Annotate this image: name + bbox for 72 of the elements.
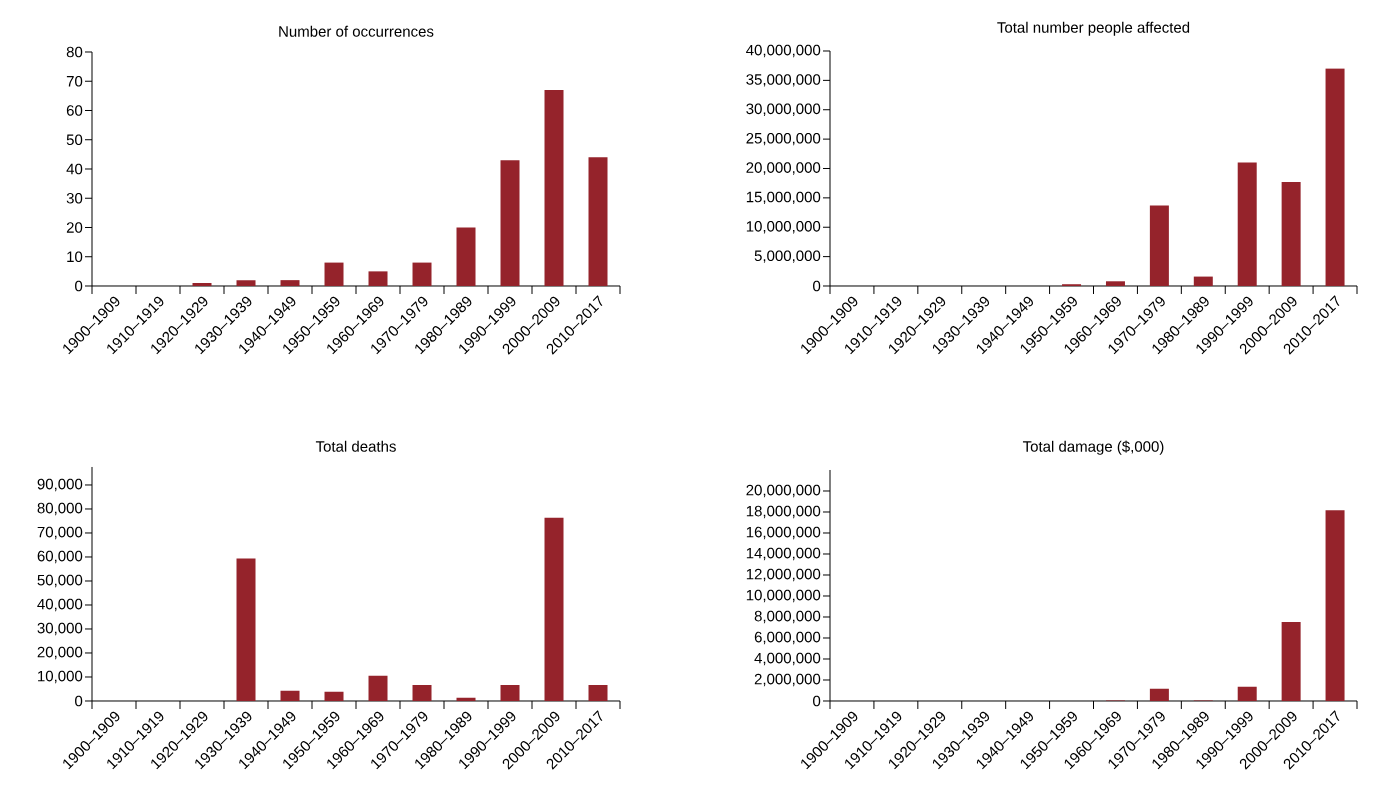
y-tick-label: 20,000,000 xyxy=(746,484,821,498)
bar xyxy=(192,283,212,286)
bar xyxy=(456,697,476,701)
bar xyxy=(368,271,388,286)
y-tick-label: 40,000,000 xyxy=(746,44,821,58)
y-tick-label: 40,000 xyxy=(37,598,83,612)
y-tick-label: 30,000,000 xyxy=(746,103,821,116)
bar xyxy=(1149,205,1169,286)
y-tick-label: 80 xyxy=(66,46,83,58)
bar xyxy=(1325,510,1345,701)
y-tick-label: 0 xyxy=(75,280,83,292)
bar xyxy=(1193,276,1213,286)
y-tick-label: 35,000,000 xyxy=(746,74,821,87)
bar xyxy=(456,227,476,286)
y-tick-label: 20,000,000 xyxy=(746,162,821,175)
bar xyxy=(324,262,344,286)
y-tick-label: 10,000,000 xyxy=(746,589,821,603)
y-tick-label: 20 xyxy=(66,222,83,233)
y-tick-label: 0 xyxy=(813,280,821,292)
bar xyxy=(412,684,432,701)
y-tick-label: 70 xyxy=(66,75,83,87)
bar xyxy=(280,690,300,701)
bar xyxy=(500,160,520,286)
bar xyxy=(412,262,432,286)
bar xyxy=(236,558,256,701)
bar xyxy=(1281,182,1301,286)
chart-title: Number of occurrences xyxy=(279,25,434,37)
bar xyxy=(236,280,256,286)
bar xyxy=(1149,688,1169,701)
y-tick-label: 30,000 xyxy=(37,622,83,636)
y-tick-label: 25,000,000 xyxy=(746,132,821,146)
y-tick-label: 60,000 xyxy=(37,550,83,564)
y-tick-label: 10 xyxy=(67,251,83,263)
y-tick-label: 6,000,000 xyxy=(754,631,821,645)
y-tick-label: 80,000 xyxy=(37,502,83,516)
y-tick-label: 10,000 xyxy=(38,670,83,684)
y-tick-label: 60 xyxy=(66,105,83,116)
bar xyxy=(324,691,344,701)
bar xyxy=(1325,68,1345,286)
y-tick-label: 50 xyxy=(66,134,83,146)
chart-title: Total number people affected xyxy=(997,21,1190,36)
bar xyxy=(588,684,608,701)
chart-title: Total deaths xyxy=(315,440,396,452)
y-tick-label: 50,000 xyxy=(37,574,83,588)
bar xyxy=(1237,686,1257,701)
y-tick-label: 5,000,000 xyxy=(754,250,821,263)
bar xyxy=(544,517,564,701)
bar xyxy=(1105,281,1125,286)
y-tick-label: 30 xyxy=(66,192,83,204)
bar xyxy=(368,675,388,701)
y-tick-label: 0 xyxy=(75,695,83,707)
y-tick-label: 18,000,000 xyxy=(746,505,821,519)
y-tick-label: 4,000,000 xyxy=(754,652,821,666)
y-tick-label: 90,000 xyxy=(37,478,83,492)
y-tick-label: 14,000,000 xyxy=(746,547,821,561)
bar xyxy=(280,280,300,286)
bar xyxy=(1237,162,1257,286)
y-tick-label: 16,000,000 xyxy=(746,526,821,540)
y-tick-label: 12,000,000 xyxy=(746,568,821,582)
y-tick-label: 0 xyxy=(813,695,821,707)
bar xyxy=(588,157,608,286)
bar xyxy=(544,90,564,286)
y-tick-label: 8,000,000 xyxy=(754,610,821,624)
y-tick-label: 40 xyxy=(66,163,83,175)
bar xyxy=(500,684,520,701)
y-tick-label: 2,000,000 xyxy=(754,673,821,687)
y-tick-label: 15,000,000 xyxy=(746,191,821,205)
y-tick-label: 20,000 xyxy=(37,646,83,660)
chart-title: Total damage ($,000) xyxy=(1022,440,1164,455)
y-tick-label: 70,000 xyxy=(37,526,83,540)
y-tick-label: 10,000,000 xyxy=(746,221,821,234)
bar xyxy=(1281,622,1301,701)
